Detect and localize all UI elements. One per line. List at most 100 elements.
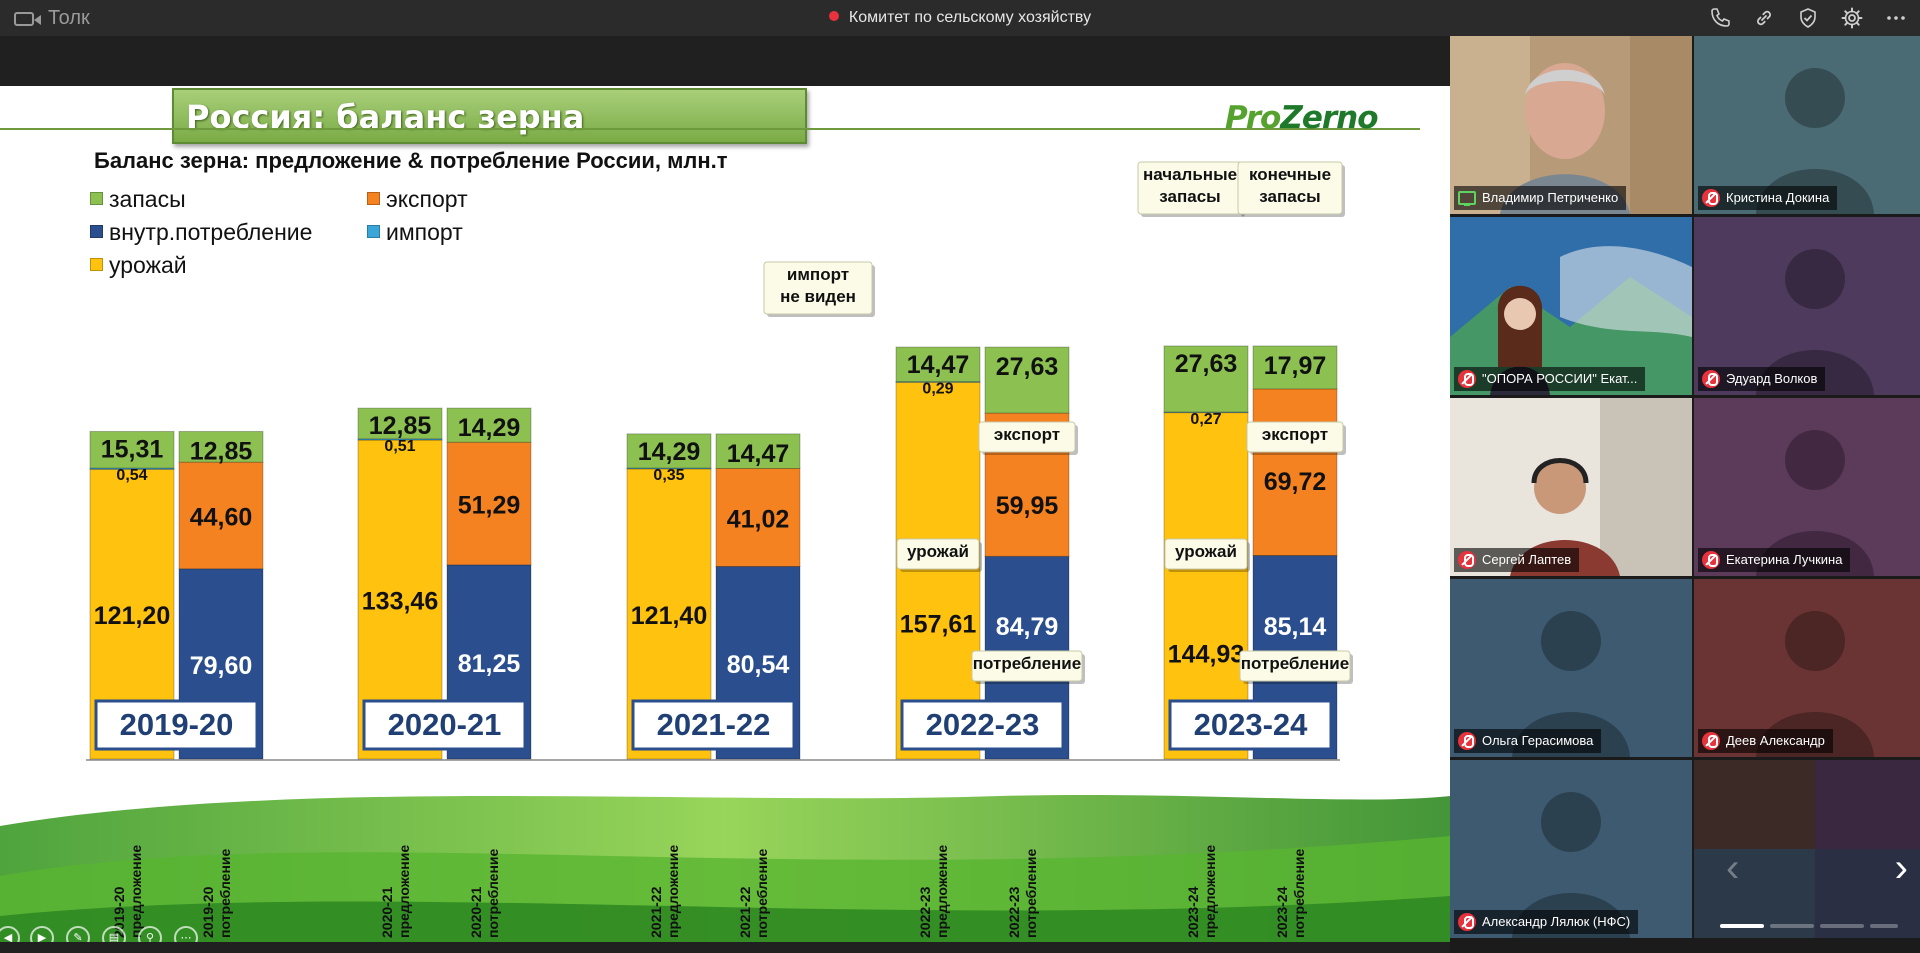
- participant-tile[interactable]: Екатерина Лучкина: [1694, 398, 1920, 576]
- participant-avatar: [1450, 398, 1692, 576]
- harvest-label: 121,20: [94, 602, 170, 630]
- participant-tile[interactable]: [1694, 760, 1920, 938]
- page-dot[interactable]: [1770, 924, 1814, 928]
- x-axis-label-line: потребление: [485, 848, 501, 938]
- more-options-icon[interactable]: ⋯: [174, 926, 198, 942]
- x-axis-label-line: 2020-21: [379, 886, 395, 938]
- stocks-label: 27,63: [1175, 350, 1238, 378]
- use-bar-stocks: [446, 407, 532, 443]
- stocks-label: 17,97: [1264, 352, 1327, 380]
- shared-screen-area: Россия: баланс зерна ProZerno Баланс зер…: [0, 36, 1450, 953]
- export-label: 51,29: [458, 492, 521, 520]
- season-box: [900, 699, 1065, 751]
- supply-bar-stocks: [626, 433, 712, 469]
- participant-avatar: [1450, 36, 1692, 214]
- x-axis-label-line: 2021-22: [648, 886, 664, 938]
- participant-name-tag: Эдуард Волков: [1698, 367, 1826, 391]
- participant-name: Ольга Герасимова: [1482, 733, 1594, 748]
- stocks-label: 14,47: [727, 440, 790, 468]
- link-icon[interactable]: [1752, 6, 1776, 30]
- x-axis-label-line: 2023-24: [1185, 886, 1201, 938]
- legend-label: импорт: [386, 219, 463, 245]
- export-callout-text: экспорт: [994, 425, 1060, 444]
- participant-tile[interactable]: Владимир Петриченко: [1450, 36, 1692, 214]
- harvest-label: 144,93: [1168, 641, 1244, 669]
- x-axis-label-line: предложение: [396, 845, 412, 938]
- phone-icon[interactable]: [1708, 6, 1732, 30]
- participant-name-tag: Деев Александр: [1698, 729, 1833, 753]
- supply-bar-stocks: [357, 407, 443, 440]
- legend-label: внутр.потребление: [109, 219, 313, 245]
- legend-consumption: внутр.потребление: [90, 219, 312, 246]
- x-axis-label: 2021-22потребление: [737, 848, 770, 938]
- legend-label: экспорт: [386, 186, 468, 212]
- x-axis-label: 2020-21потребление: [468, 848, 501, 938]
- meeting-title-label: Комитет по сельскому хозяйству: [848, 9, 1092, 26]
- closing-stocks-callout: [1237, 161, 1343, 215]
- participant-tile[interactable]: Эдуард Волков: [1694, 217, 1920, 395]
- x-axis-label-line: 2023-24: [1274, 886, 1290, 938]
- x-axis-label: 2023-24потребление: [1274, 848, 1307, 938]
- participant-tile[interactable]: Сергей Лаптев: [1450, 398, 1692, 576]
- import-label: 0,51: [384, 438, 415, 455]
- x-axis-label: 2019-20предложение: [111, 845, 144, 938]
- consumption-callout: [1239, 650, 1351, 682]
- x-axis-label-line: потребление: [754, 848, 770, 938]
- mic-muted-icon: [1702, 732, 1720, 750]
- season-box: [94, 699, 259, 751]
- participant-name-tag: Александр Лялюк (НФС): [1454, 910, 1639, 934]
- stocks-label: 27,63: [996, 353, 1059, 381]
- participant-tile[interactable]: Кристина Докина: [1694, 36, 1920, 214]
- stocks-label: 14,29: [458, 414, 521, 442]
- page-dot[interactable]: [1820, 924, 1864, 928]
- prozerno-logo: ProZerno: [1225, 100, 1379, 136]
- season-box: [631, 699, 796, 751]
- video-grid-preview: [1694, 760, 1920, 938]
- gear-icon[interactable]: [1840, 6, 1864, 30]
- use-bar-stocks: [715, 433, 801, 469]
- harvest-callout-text: урожай: [1175, 542, 1237, 561]
- x-axis-label-line: предложение: [934, 845, 950, 938]
- use-bar-export: [178, 461, 264, 570]
- prev-slide-icon[interactable]: ◀: [0, 926, 20, 942]
- participant-name-tag: Владимир Петриченко: [1454, 186, 1627, 210]
- consumption-callout-text: потребление: [973, 654, 1081, 673]
- consumption-label: 84,79: [996, 613, 1059, 641]
- participant-name: Кристина Докина: [1726, 190, 1830, 205]
- next-slide-icon[interactable]: ▶: [30, 926, 54, 942]
- x-axis-label-line: предложение: [128, 845, 144, 938]
- consumption-callout: [971, 650, 1083, 682]
- participant-name-tag: Сергей Лаптев: [1454, 548, 1580, 572]
- participant-name: Екатерина Лучкина: [1726, 552, 1843, 567]
- participant-tile[interactable]: "ОПОРА РОССИИ" Екат...: [1450, 217, 1692, 395]
- page-dot[interactable]: [1870, 924, 1898, 928]
- import-label: 0,35: [653, 467, 684, 484]
- grain-balance-chart: 121,2015,310,5479,6044,6012,852019-20201…: [86, 161, 1353, 938]
- x-axis-label-line: 2022-23: [1006, 886, 1022, 938]
- season-label: 2020-21: [388, 707, 502, 742]
- use-bar-stocks: [1252, 345, 1338, 390]
- participant-tile[interactable]: Александр Лялюк (НФС): [1450, 760, 1692, 938]
- slides-icon[interactable]: ▤: [102, 926, 126, 942]
- pen-icon[interactable]: ✎: [66, 926, 90, 942]
- more-icon[interactable]: [1884, 6, 1908, 30]
- opening-stocks-callout-text: запасы: [1159, 187, 1220, 206]
- closing-stocks-callout-text: конечные: [1249, 165, 1331, 184]
- participants-panel: Владимир Петриченко Кристина Докина "ОПОРА…: [1450, 36, 1920, 953]
- zoom-icon[interactable]: ⚲: [138, 926, 162, 942]
- participant-tile[interactable]: Ольга Герасимова: [1450, 579, 1692, 757]
- next-page-icon[interactable]: ›: [1894, 846, 1908, 890]
- season-box: [362, 699, 527, 751]
- mic-muted-icon: [1702, 189, 1720, 207]
- legend-label: урожай: [109, 252, 187, 278]
- opening-stocks-callout-text: начальные: [1143, 165, 1237, 184]
- participant-tile[interactable]: Деев Александр: [1694, 579, 1920, 757]
- logo-pro: Pro: [1225, 100, 1281, 136]
- shield-icon[interactable]: [1796, 6, 1820, 30]
- legend-label: запасы: [109, 186, 186, 212]
- prev-page-icon[interactable]: ‹: [1726, 846, 1740, 890]
- top-bar: Толк Комитет по сельскому хозяйству: [0, 0, 1920, 36]
- x-axis-label: 2021-22предложение: [648, 845, 681, 938]
- season-label: 2021-22: [657, 707, 771, 742]
- legend-swatch: [90, 225, 103, 238]
